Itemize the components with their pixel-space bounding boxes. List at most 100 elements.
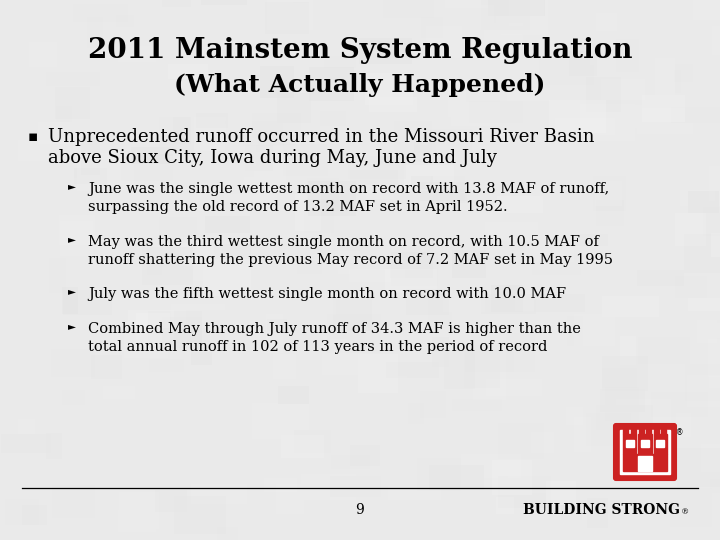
Bar <box>684 234 720 273</box>
Bar <box>643 222 660 257</box>
Text: 2011 Mainstem System Regulation: 2011 Mainstem System Regulation <box>88 37 632 64</box>
Bar <box>196 187 252 199</box>
Bar <box>411 176 433 189</box>
Bar <box>710 323 720 339</box>
Bar <box>159 117 194 156</box>
Bar <box>320 111 346 126</box>
Bar <box>624 429 629 435</box>
Bar <box>674 64 693 82</box>
Bar <box>333 296 372 331</box>
Bar <box>687 375 720 407</box>
Bar <box>207 139 256 166</box>
Bar <box>484 23 523 41</box>
Bar <box>253 402 308 438</box>
Bar <box>60 221 92 256</box>
Bar <box>245 145 273 171</box>
Bar <box>90 191 125 227</box>
Bar <box>267 49 307 75</box>
Bar <box>52 485 95 518</box>
Bar <box>308 181 356 216</box>
Bar <box>574 314 615 346</box>
Bar <box>293 0 351 3</box>
Bar <box>688 191 719 213</box>
Bar <box>50 143 77 178</box>
Bar <box>562 187 603 205</box>
Bar <box>452 399 502 411</box>
Bar <box>276 93 311 123</box>
Bar <box>567 315 582 346</box>
Bar <box>575 234 599 271</box>
Bar <box>304 199 334 233</box>
Bar <box>162 258 221 281</box>
Bar <box>444 0 500 5</box>
Bar <box>322 6 345 23</box>
Bar <box>87 17 103 48</box>
Bar <box>218 420 265 433</box>
Bar <box>562 504 582 520</box>
Bar <box>697 320 717 342</box>
Bar <box>128 310 186 328</box>
Bar <box>168 64 209 79</box>
Bar <box>408 403 423 424</box>
Bar <box>642 96 685 122</box>
Bar <box>470 41 489 58</box>
Bar <box>52 349 95 377</box>
Bar <box>390 246 433 278</box>
Bar <box>171 19 223 32</box>
Bar <box>258 131 297 145</box>
Bar <box>358 354 397 393</box>
Bar <box>639 429 644 435</box>
Bar <box>420 391 446 417</box>
Bar <box>386 362 438 378</box>
Bar <box>267 0 313 30</box>
Bar <box>658 174 716 201</box>
Bar <box>531 431 554 454</box>
Text: ►: ► <box>68 287 76 296</box>
Bar <box>173 117 192 144</box>
Bar <box>481 0 531 30</box>
Bar <box>515 292 562 311</box>
Bar <box>709 411 720 437</box>
Bar <box>420 182 467 201</box>
Bar <box>665 0 698 14</box>
Bar <box>30 42 57 67</box>
Bar <box>701 444 720 472</box>
Bar <box>63 287 78 314</box>
Bar <box>534 294 585 312</box>
Bar <box>171 304 225 328</box>
Bar <box>193 124 243 151</box>
Bar <box>156 490 187 512</box>
Bar <box>428 294 451 325</box>
Bar <box>637 269 683 286</box>
Bar <box>486 26 505 63</box>
Bar <box>260 66 294 98</box>
Bar <box>421 17 443 38</box>
Bar <box>202 259 251 296</box>
Bar <box>406 0 438 16</box>
Bar <box>641 441 649 447</box>
Bar <box>181 237 214 266</box>
Bar <box>595 181 621 206</box>
Text: July was the fifth wettest single month on record with 10.0 MAF: July was the fifth wettest single month … <box>88 287 566 301</box>
Bar <box>264 478 297 492</box>
Bar <box>508 476 551 494</box>
Bar <box>38 122 70 144</box>
Bar <box>205 216 250 233</box>
Bar <box>120 492 159 529</box>
Text: Unprecedented runoff occurred in the Missouri River Basin: Unprecedented runoff occurred in the Mis… <box>48 128 595 146</box>
Bar <box>711 233 720 256</box>
Bar <box>254 160 286 185</box>
Bar <box>189 103 246 134</box>
Bar <box>654 429 659 435</box>
Bar <box>387 231 426 249</box>
Bar <box>492 460 532 495</box>
Bar <box>366 184 394 199</box>
Bar <box>162 0 192 6</box>
Bar <box>472 5 494 40</box>
Bar <box>487 0 545 16</box>
Bar <box>469 101 523 123</box>
Bar <box>708 166 720 204</box>
Bar <box>590 44 611 65</box>
Bar <box>675 413 691 437</box>
Bar <box>383 0 434 18</box>
